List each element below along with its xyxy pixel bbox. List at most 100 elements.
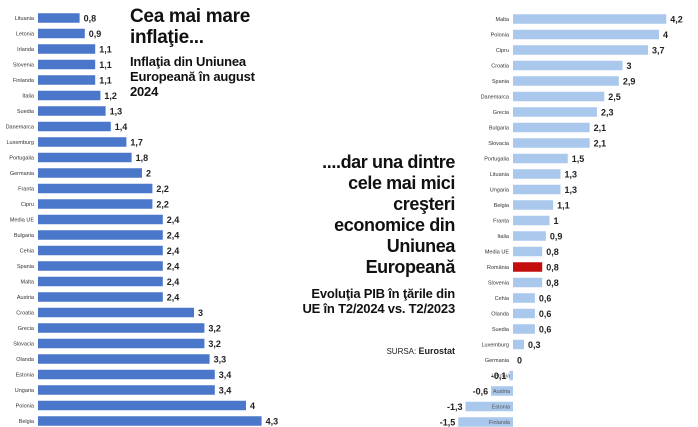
- source-label: SURSA:: [386, 347, 417, 356]
- right-value-label-slovacia: 2,1: [594, 139, 607, 149]
- right-bar-austria: [491, 386, 513, 396]
- left-bar-estonia: [38, 369, 215, 380]
- left-value-label-olanda: 3,3: [214, 355, 227, 365]
- right-country-label-belgia: Belgia: [494, 203, 510, 209]
- right-value-label-olanda: 0,6: [539, 309, 552, 319]
- left-country-label-estonia: Estonia: [16, 373, 35, 379]
- left-value-label-irlanda: 1,1: [99, 45, 112, 55]
- left-country-label-belgia: Belgia: [19, 419, 35, 425]
- right-bar-danemarca: [513, 91, 605, 102]
- right-country-label-danemarca: Danemarca: [481, 95, 510, 101]
- left-value-label-finlanda: 1,1: [99, 76, 112, 86]
- right-value-label-ungaria: 1,3: [564, 185, 577, 195]
- left-country-label-polonia: Polonia: [16, 404, 35, 410]
- right-value-label-germania: 0: [517, 356, 522, 366]
- right-value-label-danemarca: 2,5: [608, 92, 621, 102]
- right-country-label-luxemburg: Luxemburg: [481, 343, 509, 349]
- right-value-label-croatia: 3: [627, 61, 632, 71]
- left-country-label-finlanda: Finlanda: [13, 78, 35, 84]
- left-country-label-croatia: Croatia: [16, 311, 35, 317]
- left-country-label-olanda: Olanda: [16, 357, 35, 363]
- right-value-label-italia: 0,9: [550, 232, 563, 242]
- right-value-label-malta: 4,2: [670, 15, 683, 25]
- left-value-label-italia: 1,2: [104, 91, 117, 101]
- right-bar-olanda: [513, 308, 535, 319]
- left-country-label-luxemburg: Luxemburg: [6, 140, 34, 146]
- source-note: SURSA: Eurostat: [300, 346, 455, 356]
- left-country-label-malta: Malta: [21, 280, 35, 286]
- right-country-label-ungaria: Ungaria: [490, 188, 510, 194]
- right-country-label-italia: Italia: [497, 234, 510, 240]
- right-country-label-romania: România: [487, 265, 510, 271]
- right-bar-romania: [513, 262, 543, 272]
- right-value-label-austria: -0,6: [473, 387, 489, 397]
- right-bar-croatia: [513, 60, 623, 71]
- left-bar-cipru: [38, 199, 153, 209]
- right-value-label-portugalia: 1,5: [572, 154, 585, 164]
- right-country-label-austria: Austria: [493, 389, 511, 395]
- right-bar-belgia: [513, 200, 554, 210]
- left-country-label-franta: Franta: [18, 187, 35, 193]
- left-bar-lituania: [38, 13, 80, 23]
- left-country-label-danemarca: Danemarca: [6, 125, 35, 131]
- right-country-label-malta: Malta: [496, 17, 510, 23]
- right-value-label-belgia: 1,1: [557, 201, 570, 211]
- right-value-label-cehia: 0,6: [539, 294, 552, 304]
- left-bar-germania: [38, 168, 142, 178]
- left-value-label-luxemburg: 1,7: [130, 138, 143, 148]
- left-value-label-slovenia: 1,1: [99, 60, 112, 70]
- right-bar-franta: [513, 215, 550, 226]
- left-country-label-portugalia: Portugalia: [9, 156, 35, 162]
- left-bar-italia: [38, 90, 101, 101]
- right-bar-estonia: [465, 401, 513, 412]
- left-value-label-media-ue: 2,4: [167, 215, 180, 225]
- left-value-label-cipru: 2,2: [156, 200, 169, 210]
- left-value-label-estonia: 3,4: [219, 370, 232, 380]
- right-value-label-media-ue: 0,8: [546, 247, 559, 257]
- left-country-label-germania: Germania: [10, 171, 35, 177]
- right-country-label-croatia: Croatia: [491, 64, 510, 70]
- right-country-label-media-ue: Media UE: [485, 250, 509, 256]
- left-country-label-spania: Spania: [17, 264, 35, 270]
- right-value-label-estonia: -1,3: [447, 402, 463, 412]
- right-bar-italia: [513, 231, 546, 241]
- right-chart-title: ....dar una dintre cele mai mici creşter…: [322, 152, 455, 277]
- left-bar-austria: [38, 292, 163, 302]
- left-value-label-grecia: 3,2: [208, 324, 221, 334]
- right-bar-ungaria: [513, 184, 561, 195]
- left-value-label-germania: 2: [146, 169, 151, 179]
- left-bar-polonia: [38, 400, 246, 411]
- right-chart-subtitle: Evoluţia PIB în ţările din UE în T2/2024…: [302, 286, 455, 316]
- right-bar-spania: [513, 76, 619, 86]
- left-country-label-ungaria: Ungaria: [15, 388, 35, 394]
- left-bar-spania: [38, 261, 163, 271]
- left-bar-letonia: [38, 28, 85, 39]
- left-value-label-cehia: 2,4: [167, 246, 180, 256]
- right-bar-slovacia: [513, 138, 590, 148]
- left-bar-suedia: [38, 106, 106, 116]
- right-country-label-polonia: Polonia: [491, 33, 510, 39]
- left-value-label-croatia: 3: [198, 308, 203, 318]
- right-value-label-lituania: 1,3: [564, 170, 577, 180]
- right-value-label-spania: 2,9: [623, 77, 636, 87]
- left-bar-belgia: [38, 416, 262, 426]
- left-country-label-bulgaria: Bulgaria: [14, 233, 35, 239]
- left-bar-slovenia: [38, 59, 96, 70]
- right-bar-cipru: [513, 45, 649, 55]
- right-country-label-germania: Germania: [485, 358, 510, 364]
- right-bar-luxemburg: [513, 339, 524, 350]
- right-country-label-cipru: Cipru: [496, 48, 509, 54]
- right-country-label-finlanda: Finlanda: [489, 420, 511, 426]
- left-country-label-letonia: Letonia: [16, 32, 35, 38]
- left-value-label-slovacia: 3,2: [208, 339, 221, 349]
- left-bar-slovacia: [38, 338, 205, 349]
- left-bar-luxemburg: [38, 137, 127, 147]
- right-value-label-franta: 1: [554, 216, 559, 226]
- right-value-label-cipru: 3,7: [652, 46, 665, 56]
- left-bar-portugalia: [38, 152, 132, 163]
- right-bar-polonia: [513, 29, 659, 40]
- left-value-label-danemarca: 1,4: [115, 122, 128, 132]
- right-country-label-grecia: Grecia: [493, 110, 510, 116]
- left-country-label-lituania: Lituania: [15, 16, 35, 22]
